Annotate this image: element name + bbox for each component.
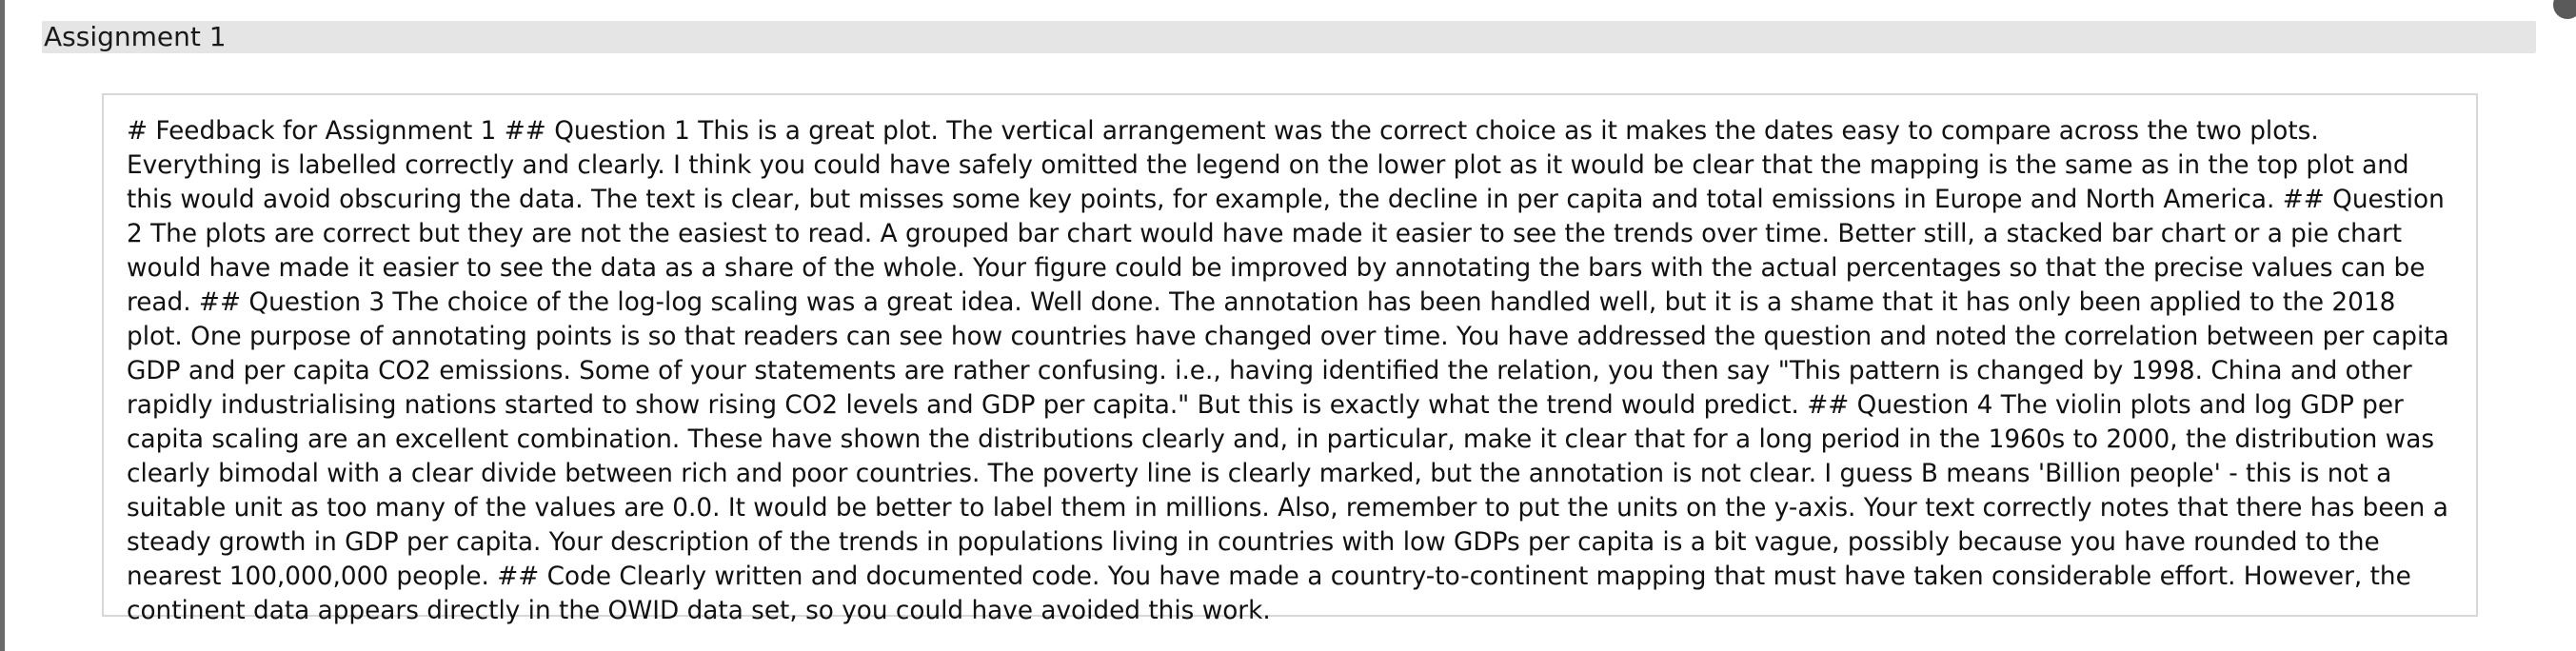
window-corner-button[interactable] [2553, 0, 2576, 19]
assignment-title: Assignment 1 [44, 21, 227, 52]
feedback-text: # Feedback for Assignment 1 ## Question … [127, 117, 2449, 625]
assignment-header[interactable]: Assignment 1 [42, 21, 2536, 53]
window-left-edge [0, 0, 5, 651]
feedback-panel: # Feedback for Assignment 1 ## Question … [102, 93, 2478, 625]
